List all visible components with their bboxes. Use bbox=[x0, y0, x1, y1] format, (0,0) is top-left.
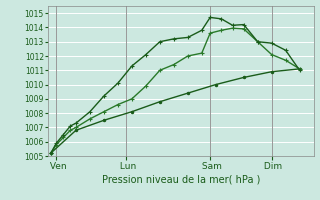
X-axis label: Pression niveau de la mer( hPa ): Pression niveau de la mer( hPa ) bbox=[102, 175, 260, 185]
